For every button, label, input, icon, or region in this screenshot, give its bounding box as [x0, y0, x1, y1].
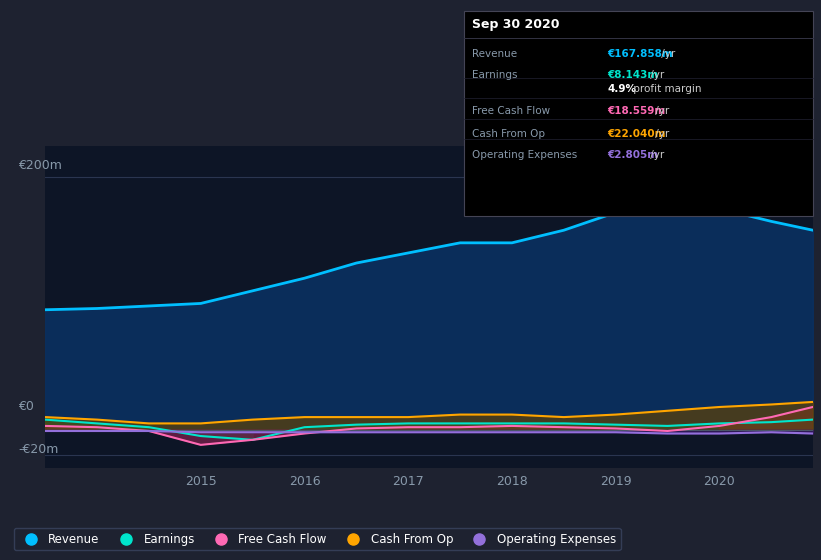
Legend: Revenue, Earnings, Free Cash Flow, Cash From Op, Operating Expenses: Revenue, Earnings, Free Cash Flow, Cash …: [14, 528, 621, 550]
Text: €200m: €200m: [18, 158, 62, 172]
Text: €22.040m: €22.040m: [608, 129, 666, 139]
Text: Operating Expenses: Operating Expenses: [472, 150, 577, 160]
Text: Earnings: Earnings: [472, 70, 517, 80]
Text: /yr: /yr: [647, 150, 664, 160]
Text: Free Cash Flow: Free Cash Flow: [472, 106, 550, 116]
Text: Cash From Op: Cash From Op: [472, 129, 545, 139]
Text: profit margin: profit margin: [630, 84, 701, 94]
Text: -€20m: -€20m: [18, 442, 58, 456]
Text: Revenue: Revenue: [472, 49, 517, 59]
Text: 4.9%: 4.9%: [608, 84, 636, 94]
Text: /yr: /yr: [652, 106, 669, 116]
Text: /yr: /yr: [647, 70, 664, 80]
Text: Sep 30 2020: Sep 30 2020: [472, 18, 560, 31]
Text: /yr: /yr: [652, 129, 669, 139]
Text: €167.858m: €167.858m: [608, 49, 673, 59]
Text: €18.559m: €18.559m: [608, 106, 666, 116]
Text: €0: €0: [18, 399, 34, 413]
Text: €2.805m: €2.805m: [608, 150, 658, 160]
Text: €8.143m: €8.143m: [608, 70, 658, 80]
Text: /yr: /yr: [658, 49, 675, 59]
